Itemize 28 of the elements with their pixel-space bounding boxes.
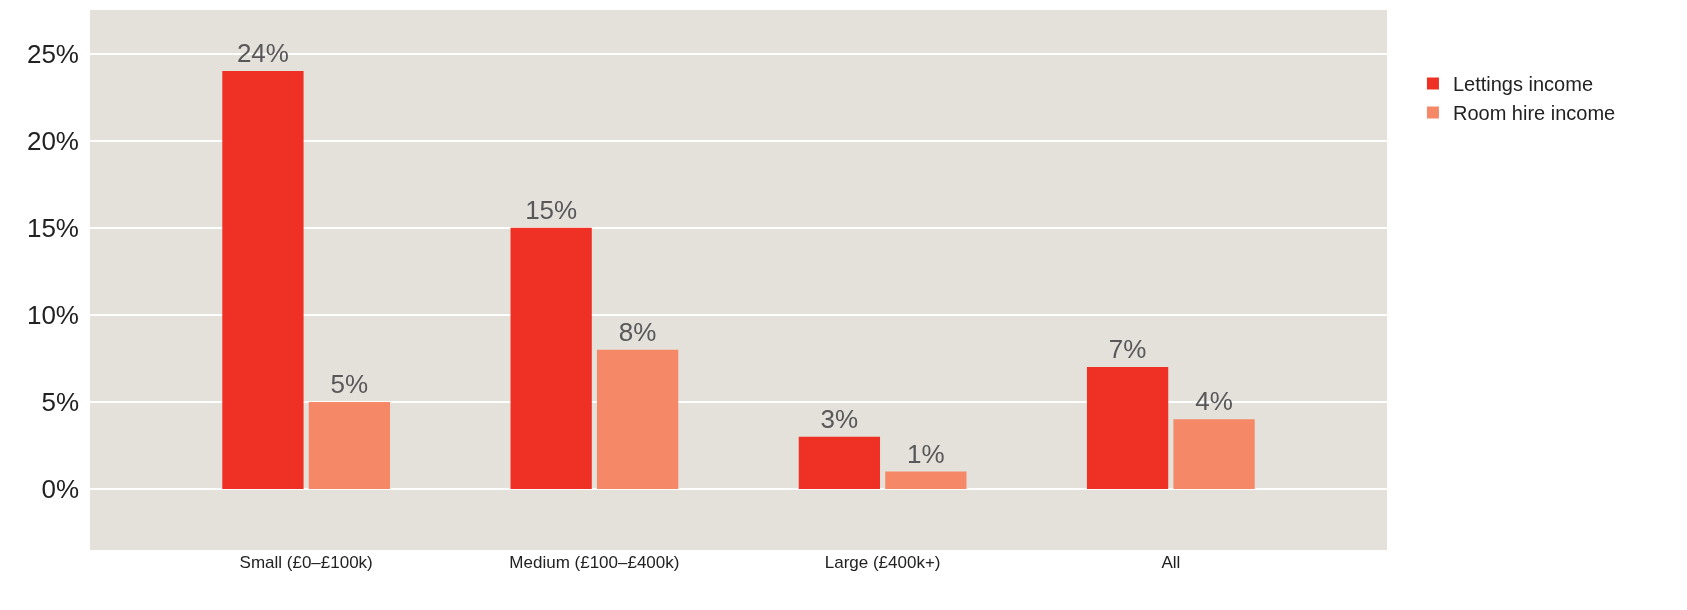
- text: 15%: [525, 194, 578, 225]
- y-tick-label: 0%: [41, 474, 79, 505]
- bar: [510, 227, 592, 490]
- bar: [798, 436, 881, 490]
- bar: [885, 471, 967, 490]
- legend-label: Room hire income: [1452, 102, 1616, 125]
- text: 8%: [618, 316, 657, 347]
- x-tick-label: Large (£400k+): [824, 553, 941, 572]
- bar: [222, 70, 304, 490]
- y-tick-label: 5%: [41, 387, 79, 418]
- y-tick-label: 15%: [26, 212, 79, 243]
- bar: [308, 401, 391, 490]
- y-tick-label: 20%: [26, 125, 79, 156]
- x-tick-label: Medium (£100–£400k): [509, 553, 680, 572]
- text: 24%: [236, 37, 289, 68]
- text: 5%: [330, 368, 369, 399]
- bar: [1086, 367, 1169, 490]
- bar: [1173, 419, 1255, 490]
- text: 3%: [820, 403, 859, 434]
- y-tick-label: 25%: [26, 38, 79, 69]
- text: 7%: [1108, 334, 1147, 365]
- y-tick-label: 10%: [26, 299, 79, 330]
- legend-label: Lettings income: [1452, 73, 1594, 96]
- text: 1%: [907, 438, 945, 469]
- text: 4%: [1195, 386, 1233, 417]
- bar: [596, 349, 679, 490]
- x-tick-label: Small (£0–£100k): [239, 553, 373, 572]
- x-tick-label: All: [1161, 553, 1181, 572]
